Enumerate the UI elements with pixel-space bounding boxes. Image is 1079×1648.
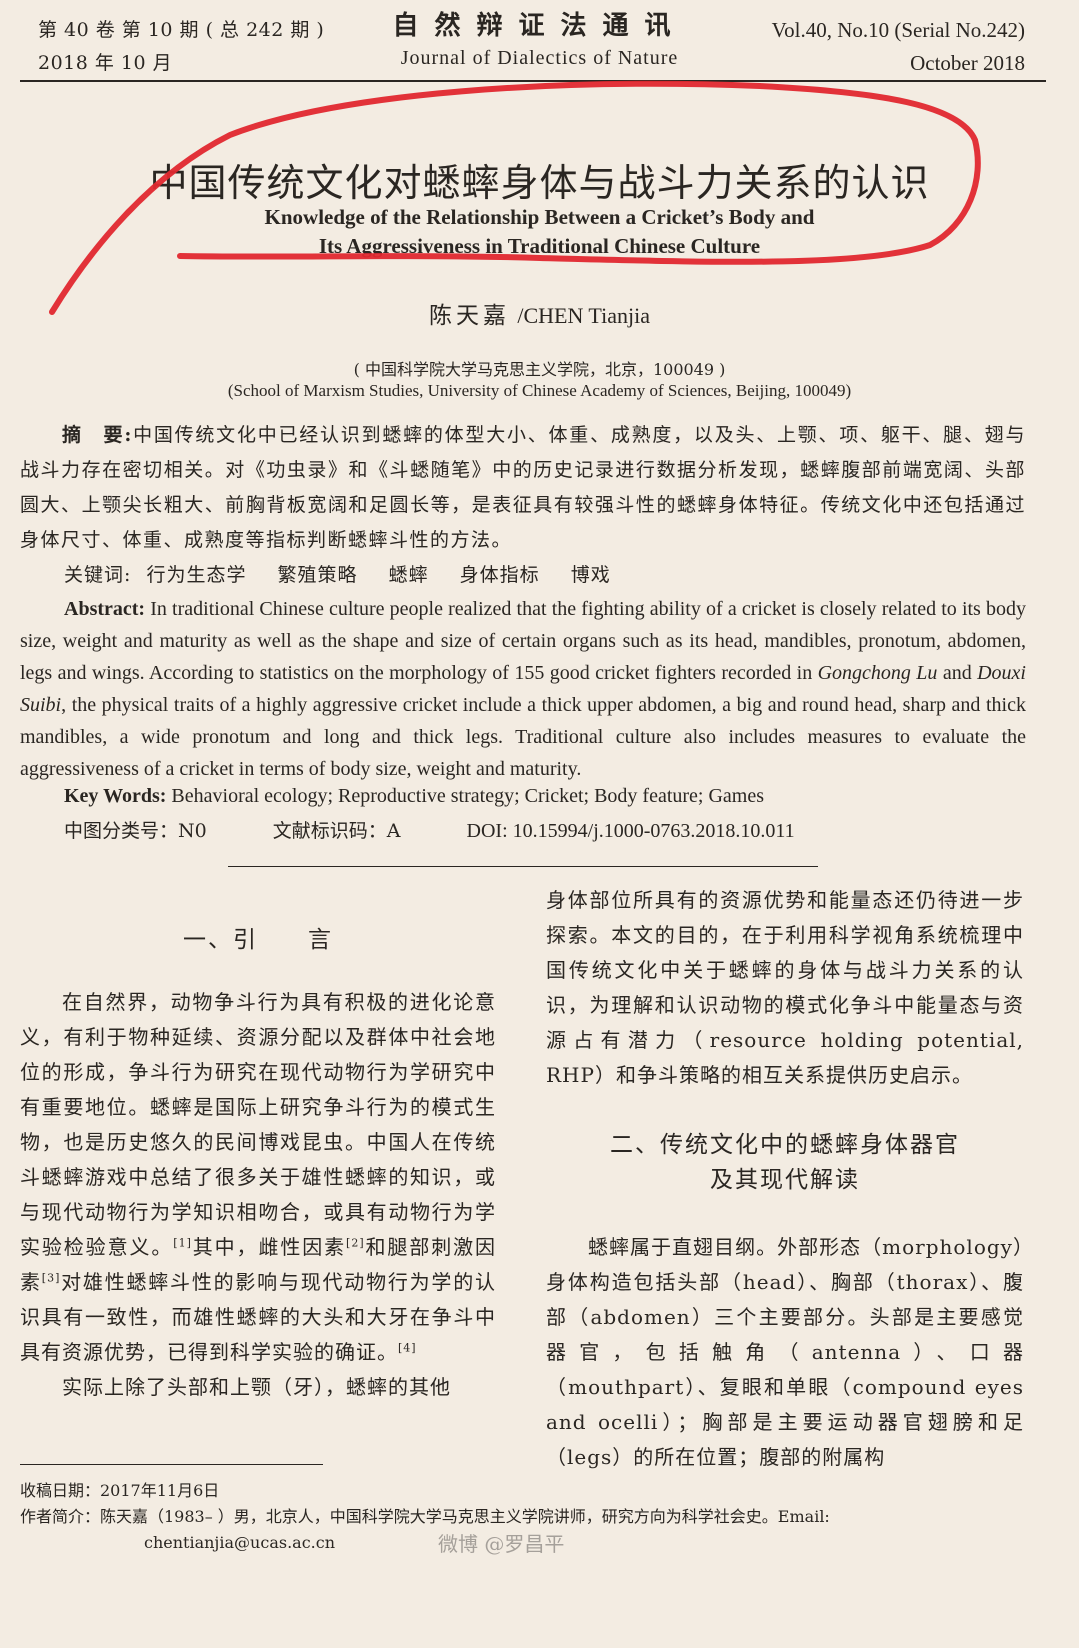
keyword-cn: 蟋蟀 bbox=[388, 564, 429, 586]
weibo-watermark: 微博 @罗昌平 bbox=[438, 1532, 565, 1556]
author: 陈天嘉 /CHEN Tianjia bbox=[0, 296, 1079, 330]
body-column-right: 身体部位所具有的资源优势和能量态还仍待进一步探索。本文的目的，在于利用科学视角系… bbox=[546, 883, 1024, 1093]
abstract-en-text: , the physical traits of a highly aggres… bbox=[20, 694, 1026, 780]
article-title-cn: 中国传统文化对蟋蟀身体与战斗力关系的认识 bbox=[149, 161, 930, 205]
keywords-cn: 关键词: 行为生态学 繁殖策略 蟋蟀 身体指标 博戏 bbox=[64, 560, 635, 587]
author-email: chentianjia@ucas.ac.cn bbox=[144, 1533, 335, 1552]
issue-info: 第 40 卷 第 10 期 ( 总 242 期 ) 2018 年 10 月 bbox=[38, 14, 324, 80]
keyword-cn: 博戏 bbox=[570, 564, 611, 586]
received-date: 收稿日期：2017年11月6日 bbox=[20, 1481, 220, 1500]
paragraph-text: 在自然界，动物争斗行为具有积极的进化论意义，有利于物种延续、资源分配以及群体中社… bbox=[20, 990, 496, 1259]
paragraph: 身体部位所具有的资源优势和能量态还仍待进一步探索。本文的目的，在于利用科学视角系… bbox=[546, 888, 1024, 1087]
abstract-en-text: In traditional Chinese culture people re… bbox=[20, 598, 1026, 684]
keyword-cn: 行为生态学 bbox=[146, 564, 247, 586]
paragraph-text: 和腿部刺激因素 bbox=[20, 1235, 497, 1294]
issue-volume: 第 40 卷 第 10 期 ( 总 242 期 ) bbox=[38, 19, 325, 41]
paragraph: 在自然界，动物争斗行为具有积极的进化论意义，有利于物种延续、资源分配以及群体中社… bbox=[20, 985, 496, 1370]
keywords-en: Key Words: Behavioral ecology; Reproduct… bbox=[64, 785, 764, 808]
classification: 中图分类号：N0 文献标识码：A DOI: 10.15994/j.1000-07… bbox=[64, 816, 855, 843]
paragraph: 实际上除了头部和上颚（牙），蟋蟀的其他 bbox=[62, 1375, 451, 1399]
issue-date-en: October 2018 bbox=[910, 51, 1025, 75]
abstract-cn-label: 摘 要: bbox=[62, 424, 133, 446]
paragraph-text: 其中，雌性因素 bbox=[191, 1235, 347, 1259]
issue-info-en: Vol.40, No.10 (Serial No.242) October 20… bbox=[772, 14, 1025, 80]
abstract-cn: 摘 要:中国传统文化中已经认识到蟋蟀的体型大小、体重、成熟度，以及头、上颚、项、… bbox=[20, 418, 1026, 558]
document-code: 文献标识码：A bbox=[272, 820, 401, 842]
abstract-separator bbox=[228, 866, 818, 867]
issue-volume-en: Vol.40, No.10 (Serial No.242) bbox=[771, 18, 1025, 42]
book-title: Douxi Suibi bbox=[20, 662, 1026, 716]
book-title: Gongchong Lu bbox=[817, 662, 938, 684]
citation: [2] bbox=[346, 1236, 365, 1250]
body-column-left: 在自然界，动物争斗行为具有积极的进化论意义，有利于物种延续、资源分配以及群体中社… bbox=[20, 985, 496, 1405]
article-title-en-line1: Knowledge of the Relationship Between a … bbox=[264, 205, 815, 229]
abstract-en-text: and bbox=[937, 662, 978, 684]
paragraph-text: 对雄性蟋蟀斗性的影响与现代动物行为学的认识具有一致性，而雄性蟋蟀的大头和大牙在争… bbox=[20, 1270, 496, 1364]
keywords-en-text: Behavioral ecology; Reproductive strateg… bbox=[166, 785, 765, 807]
article-title-en-line2: Its Aggressiveness in Traditional Chines… bbox=[318, 234, 761, 258]
footnote: 收稿日期：2017年11月6日 作者简介：陈天嘉（1983– ）男，北京人，中国… bbox=[20, 1478, 1020, 1556]
doi: DOI: 10.15994/j.1000-0763.2018.10.011 bbox=[466, 820, 795, 842]
section-heading: 一、引 言 bbox=[183, 927, 333, 953]
keyword-cn: 繁殖策略 bbox=[277, 564, 358, 586]
abstract-cn-text: 中国传统文化中已经认识到蟋蟀的体型大小、体重、成熟度，以及头、上颚、项、躯干、腿… bbox=[20, 424, 1026, 551]
paragraph: 蟋蟀属于直翅目纲。外部形态（morphology）身体构造包括头部（head）、… bbox=[546, 1235, 1024, 1469]
citation: [3] bbox=[41, 1271, 61, 1285]
journal-name-en: Journal of Dialectics of Nature bbox=[400, 47, 679, 69]
abstract-en-label: Abstract: bbox=[64, 598, 146, 620]
section-heading-line1: 二、传统文化中的蟋蟀身体器官 bbox=[610, 1132, 960, 1158]
keywords-cn-label: 关键词: bbox=[64, 564, 132, 586]
section-heading: 二、传统文化中的蟋蟀身体器官 及其现代解读 bbox=[546, 1128, 1024, 1198]
journal-masthead: 自然辩证法通讯 Journal of Dialectics of Nature bbox=[0, 8, 1079, 72]
abstract-en: Abstract: In traditional Chinese culture… bbox=[20, 593, 1026, 785]
body-column-right-lower: 蟋蟀属于直翅目纲。外部形态（morphology）身体构造包括头部（head）、… bbox=[546, 1230, 1024, 1475]
citation: [1] bbox=[173, 1236, 192, 1250]
section-heading-line2: 及其现代解读 bbox=[710, 1167, 860, 1193]
keywords-en-label: Key Words: bbox=[64, 785, 167, 807]
issue-date: 2018 年 10 月 bbox=[38, 52, 173, 74]
journal-name-cn: 自然辩证法通讯 bbox=[392, 11, 687, 41]
author-bio: 作者简介：陈天嘉（1983– ）男，北京人，中国科学院大学马克思主义学院讲师，研… bbox=[20, 1507, 830, 1526]
affiliation-en: (School of Marxism Studies, University o… bbox=[227, 381, 852, 400]
header-rule bbox=[20, 80, 1046, 82]
clc-number: 中图分类号：N0 bbox=[64, 820, 207, 842]
affiliation-cn: ( 中国科学院大学马克思主义学院，北京，100049 ) bbox=[353, 360, 726, 379]
article-title-en: Knowledge of the Relationship Between a … bbox=[0, 203, 1079, 261]
author-name-cn: 陈天嘉 bbox=[429, 303, 511, 329]
keyword-cn: 身体指标 bbox=[459, 564, 540, 586]
author-name-en: /CHEN Tianjia bbox=[517, 303, 650, 328]
citation: [4] bbox=[398, 1341, 417, 1355]
footnote-rule bbox=[20, 1464, 323, 1465]
